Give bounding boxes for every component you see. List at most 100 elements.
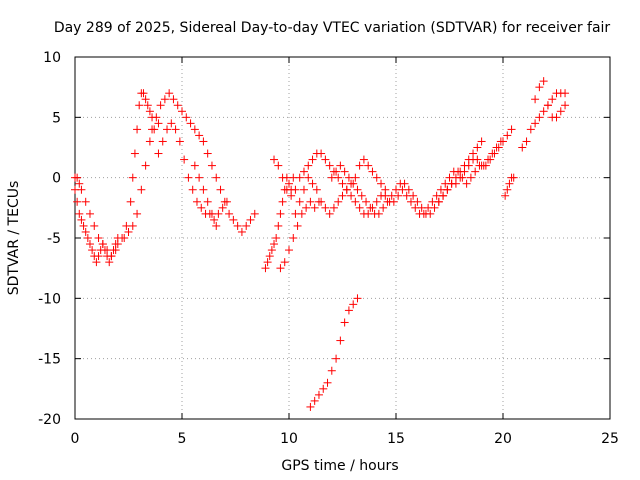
data-point: [261, 264, 270, 273]
data-point: [392, 185, 400, 194]
data-point: [312, 185, 321, 194]
data-point: [90, 221, 99, 230]
data-point: [462, 179, 471, 188]
data-point: [411, 203, 420, 212]
data-point: [327, 173, 336, 182]
y-tick-label: 0: [52, 171, 61, 187]
data-point: [107, 252, 116, 261]
data-point: [92, 258, 101, 267]
data-point: [357, 191, 366, 200]
data-point: [229, 215, 238, 224]
data-point: [293, 221, 302, 230]
data-point: [163, 125, 172, 134]
data-point: [291, 185, 300, 194]
data-point: [424, 203, 433, 212]
data-point: [98, 240, 107, 249]
data-point: [548, 95, 557, 104]
data-point: [280, 258, 289, 267]
data-point: [556, 107, 565, 116]
data-point: [471, 167, 480, 176]
data-point: [220, 197, 229, 206]
data-point: [83, 234, 92, 242]
data-point: [145, 107, 154, 116]
data-point: [295, 173, 304, 182]
data-point: [302, 203, 311, 212]
data-point: [156, 101, 165, 110]
data-point: [310, 203, 319, 212]
data-point: [347, 191, 356, 200]
data-point: [338, 191, 347, 200]
data-point: [75, 209, 84, 218]
data-point: [552, 113, 561, 122]
data-point: [210, 215, 219, 224]
data-point: [327, 366, 336, 375]
data-point: [535, 83, 544, 92]
data-point: [188, 185, 197, 194]
data-point: [77, 215, 86, 224]
data-point: [270, 155, 279, 164]
data-point: [372, 173, 381, 182]
data-point: [509, 173, 518, 182]
data-point: [338, 179, 347, 188]
data-point: [304, 161, 313, 170]
x-tick-labels: 0 5 10 15 20 25: [71, 431, 619, 447]
data-point: [466, 173, 475, 182]
data-point: [366, 203, 375, 212]
data-point: [507, 125, 516, 134]
data-point: [137, 185, 146, 194]
y-tick-label: 10: [43, 50, 61, 66]
data-point: [531, 119, 540, 128]
data-point: [439, 191, 448, 200]
data-point: [126, 197, 135, 206]
data-point: [419, 209, 428, 218]
data-point: [377, 179, 386, 188]
y-tick-label: 5: [52, 110, 61, 126]
data-point: [154, 119, 163, 128]
data-point: [321, 155, 330, 164]
data-point: [173, 101, 182, 110]
data-point: [207, 209, 216, 218]
x-tick-label: 25: [601, 431, 619, 447]
data-point: [299, 185, 308, 194]
data-point: [274, 221, 283, 230]
data-point: [133, 125, 142, 134]
data-point: [539, 107, 548, 116]
data-point: [344, 173, 353, 182]
data-point: [364, 161, 373, 170]
data-point: [291, 209, 300, 218]
data-point: [299, 167, 308, 176]
data-point: [105, 258, 114, 267]
data-point: [387, 191, 396, 200]
data-point: [473, 143, 482, 152]
data-point: [295, 197, 304, 206]
data-point: [456, 173, 465, 182]
data-point: [526, 125, 535, 134]
data-point: [246, 215, 255, 224]
data-point: [499, 137, 507, 146]
data-point: [184, 173, 193, 182]
data-point: [128, 221, 137, 230]
data-point: [124, 227, 133, 236]
data-point: [531, 95, 540, 104]
data-point: [355, 161, 364, 170]
data-point: [518, 143, 527, 152]
x-tick-label: 5: [178, 431, 187, 447]
x-tick-label: 15: [387, 431, 405, 447]
data-point: [342, 185, 351, 194]
y-tick-label: -10: [38, 291, 61, 307]
data-point: [349, 300, 358, 309]
data-point: [278, 197, 287, 206]
data-point: [178, 107, 186, 116]
data-point: [325, 209, 334, 218]
data-point: [190, 161, 199, 170]
data-point: [237, 227, 246, 236]
x-tick-label: 0: [71, 431, 80, 447]
data-point: [169, 95, 178, 104]
data-point: [314, 390, 323, 399]
data-point: [113, 240, 122, 249]
data-point: [325, 161, 334, 170]
x-axis-label: GPS time / hours: [281, 458, 398, 474]
data-point: [145, 137, 154, 146]
data-point: [111, 246, 120, 255]
